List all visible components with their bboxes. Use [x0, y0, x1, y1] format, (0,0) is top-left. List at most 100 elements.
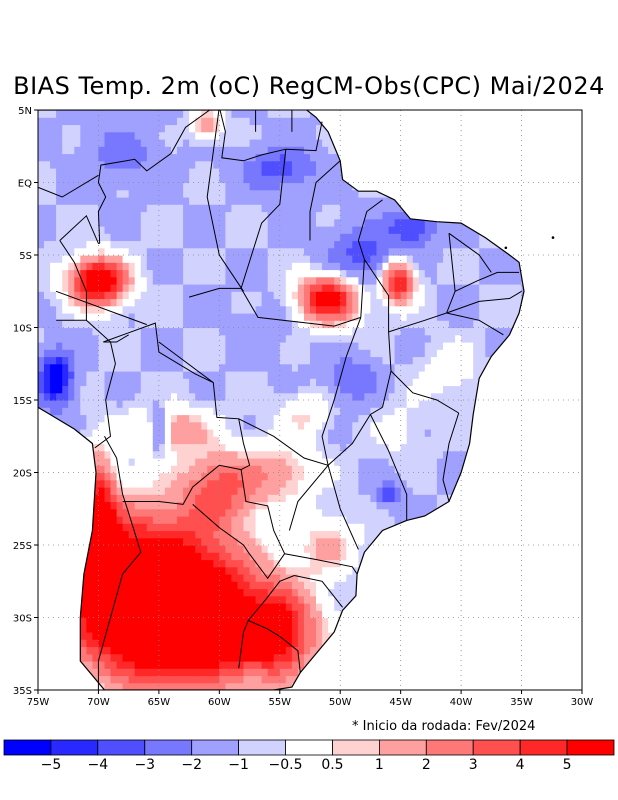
field-cell [225, 291, 232, 300]
field-cell [255, 305, 263, 314]
field-cell [116, 443, 124, 452]
field-cell [219, 414, 226, 423]
field-cell [68, 233, 75, 242]
field-cell [376, 581, 384, 590]
field-cell [267, 545, 275, 553]
field-cell [273, 392, 281, 401]
field-cell [44, 530, 51, 539]
field-cell [183, 378, 190, 387]
field-cell [249, 465, 257, 474]
field-cell [164, 632, 172, 640]
field-cell [62, 320, 69, 329]
field-cell [98, 175, 105, 184]
field-cell [164, 617, 172, 626]
field-cell [364, 653, 371, 662]
field-cell [279, 327, 287, 336]
field-cell [38, 429, 45, 437]
field-cell [382, 276, 390, 285]
field-cell [273, 117, 281, 126]
field-cell [322, 269, 329, 278]
field-cell [152, 153, 160, 162]
field-cell [406, 610, 414, 619]
field-cell [388, 487, 396, 495]
field-cell [219, 566, 226, 575]
field-cell [322, 407, 329, 416]
field-cell [352, 414, 359, 423]
field-cell [207, 588, 214, 597]
field-cell [164, 407, 172, 416]
field-cell [158, 305, 166, 314]
field-cell [334, 392, 341, 401]
field-cell [201, 269, 208, 278]
field-cell [364, 566, 371, 575]
field-cell [177, 204, 184, 213]
field-cell [231, 588, 238, 597]
field-cell [50, 639, 57, 648]
field-cell [134, 465, 142, 474]
field-cell [340, 675, 347, 684]
field-cell [225, 646, 232, 655]
field-cell [68, 204, 75, 213]
field-cell [376, 537, 384, 546]
field-cell [225, 661, 232, 669]
field-cell [412, 465, 420, 474]
field-cell [291, 530, 299, 539]
field-cell [62, 298, 69, 307]
field-cell [225, 465, 232, 474]
field-cell [231, 443, 238, 452]
field-cell [255, 675, 263, 684]
field-cell [122, 240, 130, 249]
field-cell [225, 255, 232, 263]
field-cell [62, 523, 69, 532]
field-cell [382, 523, 390, 532]
field-cell [152, 334, 160, 343]
field-cell [376, 211, 384, 220]
field-cell [352, 124, 359, 133]
field-cell [382, 182, 390, 191]
field-cell [56, 429, 63, 437]
field-cell [316, 414, 323, 423]
field-cell [346, 175, 353, 184]
field-cell [219, 501, 226, 510]
field-cell [86, 516, 93, 524]
field-cell [364, 262, 371, 271]
field-cell [304, 204, 311, 213]
field-cell [340, 472, 347, 481]
field-cell [195, 624, 202, 633]
field-cell [38, 639, 45, 648]
field-cell [291, 320, 299, 329]
field-cell [219, 421, 226, 430]
field-cell [388, 450, 396, 459]
field-cell [171, 168, 178, 176]
field-cell [201, 668, 208, 677]
field-cell [50, 508, 57, 517]
field-cell [382, 682, 390, 690]
field-cell [68, 632, 75, 640]
field-cell [44, 610, 51, 619]
field-cell [146, 175, 154, 184]
field-cell [394, 146, 402, 155]
field-cell [44, 566, 51, 575]
field-cell [273, 218, 281, 227]
field-cell [334, 465, 341, 474]
field-cell [382, 530, 390, 539]
field-cell [128, 153, 136, 162]
field-cell [225, 197, 232, 205]
field-cell [207, 632, 214, 640]
field-cell [328, 342, 335, 350]
field-cell [152, 400, 160, 408]
field-cell [158, 552, 166, 561]
field-cell [44, 668, 51, 677]
field-cell [352, 305, 359, 314]
field-cell [104, 516, 112, 524]
field-cell [225, 400, 232, 408]
field-cell [86, 392, 93, 401]
field-cell [267, 501, 275, 510]
field-cell [44, 175, 51, 184]
field-cell [213, 523, 220, 532]
field-cell [279, 603, 287, 611]
field-cell [171, 646, 178, 655]
field-cell [406, 269, 414, 278]
field-cell [255, 653, 263, 662]
field-cell [285, 175, 293, 184]
